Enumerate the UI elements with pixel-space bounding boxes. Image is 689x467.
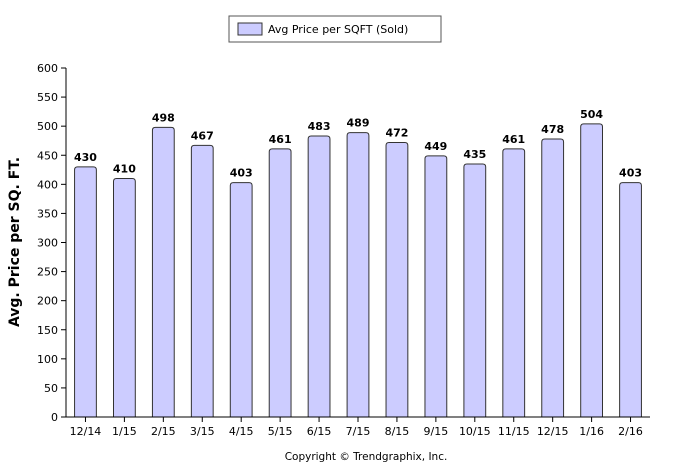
y-tick-label: 200 [37, 295, 58, 308]
x-tick-label: 12/14 [70, 425, 102, 438]
legend-label: Avg Price per SQFT (Sold) [268, 23, 408, 36]
x-tick-label: 1/15 [112, 425, 137, 438]
bar [463, 163, 487, 418]
y-tick-label: 0 [51, 411, 58, 424]
bar [424, 155, 448, 418]
legend-swatch [237, 22, 263, 36]
bar [229, 182, 253, 418]
data-label: 498 [152, 111, 175, 124]
y-tick-label: 100 [37, 353, 58, 366]
y-tick-label: 400 [37, 178, 58, 191]
bar [619, 182, 642, 418]
data-label: 403 [619, 167, 642, 180]
y-tick-label: 450 [37, 149, 58, 162]
data-label: 435 [463, 148, 486, 161]
bar [190, 144, 214, 418]
bar [307, 135, 331, 418]
y-tick-label: 250 [37, 266, 58, 279]
bar [346, 132, 370, 418]
x-tick-label: 8/15 [385, 425, 410, 438]
x-tick-label: 2/15 [151, 425, 176, 438]
y-tick-label: 300 [37, 237, 58, 250]
data-label: 461 [269, 133, 292, 146]
data-label: 489 [347, 117, 370, 130]
y-tick-label: 350 [37, 207, 58, 220]
data-labels: 430 410 498 467 403 461 483 489 472 449 435 461 478 5… [74, 108, 642, 180]
y-tick-label: 150 [37, 324, 58, 337]
x-tick-label: 12/15 [537, 425, 569, 438]
x-tick-label: 11/15 [498, 425, 530, 438]
x-tick-label: 9/15 [424, 425, 449, 438]
x-axis-ticks: 12/14 1/15 2/15 3/15 4/15 5/15 6/15 7/15 8/15 9/1… [70, 417, 643, 438]
data-label: 478 [541, 123, 564, 136]
bar [385, 141, 409, 418]
data-label: 483 [308, 120, 331, 133]
bar [268, 148, 292, 418]
x-tick-label: 2/16 [618, 425, 643, 438]
data-label: 449 [424, 140, 447, 153]
x-tick-label: 5/15 [268, 425, 293, 438]
x-tick-label: 1/16 [579, 425, 604, 438]
y-tick-label: 50 [44, 382, 58, 395]
x-tick-label: 6/15 [307, 425, 332, 438]
data-label: 410 [113, 163, 136, 176]
y-tick-label: 600 [37, 62, 58, 75]
copyright: Copyright © Trendgraphix, Inc. [285, 451, 448, 463]
data-label: 467 [191, 129, 214, 142]
bar [112, 178, 136, 418]
y-tick-label: 500 [37, 120, 58, 133]
x-tick-label: 10/15 [459, 425, 491, 438]
y-axis-title: Avg. Price per SQ. FT. [7, 157, 23, 327]
data-label: 461 [502, 133, 525, 146]
bar [74, 166, 97, 418]
data-label: 472 [385, 126, 408, 139]
y-tick-label: 550 [37, 91, 58, 104]
data-label: 403 [230, 167, 253, 180]
legend: Avg Price per SQFT (Sold) [228, 15, 442, 43]
bar [541, 138, 565, 418]
legend-box [228, 15, 442, 43]
y-axis-ticks: 0 50 100 150 200 250 300 350 400 450 500 550 600 [37, 62, 66, 424]
axes [65, 68, 650, 418]
x-tick-label: 4/15 [229, 425, 254, 438]
bars [74, 123, 642, 418]
x-tick-label: 3/15 [190, 425, 215, 438]
x-tick-label: 7/15 [346, 425, 371, 438]
bar [580, 123, 604, 418]
data-label: 504 [580, 108, 603, 121]
bar [151, 126, 175, 418]
data-label: 430 [74, 151, 97, 164]
bar [502, 148, 526, 418]
